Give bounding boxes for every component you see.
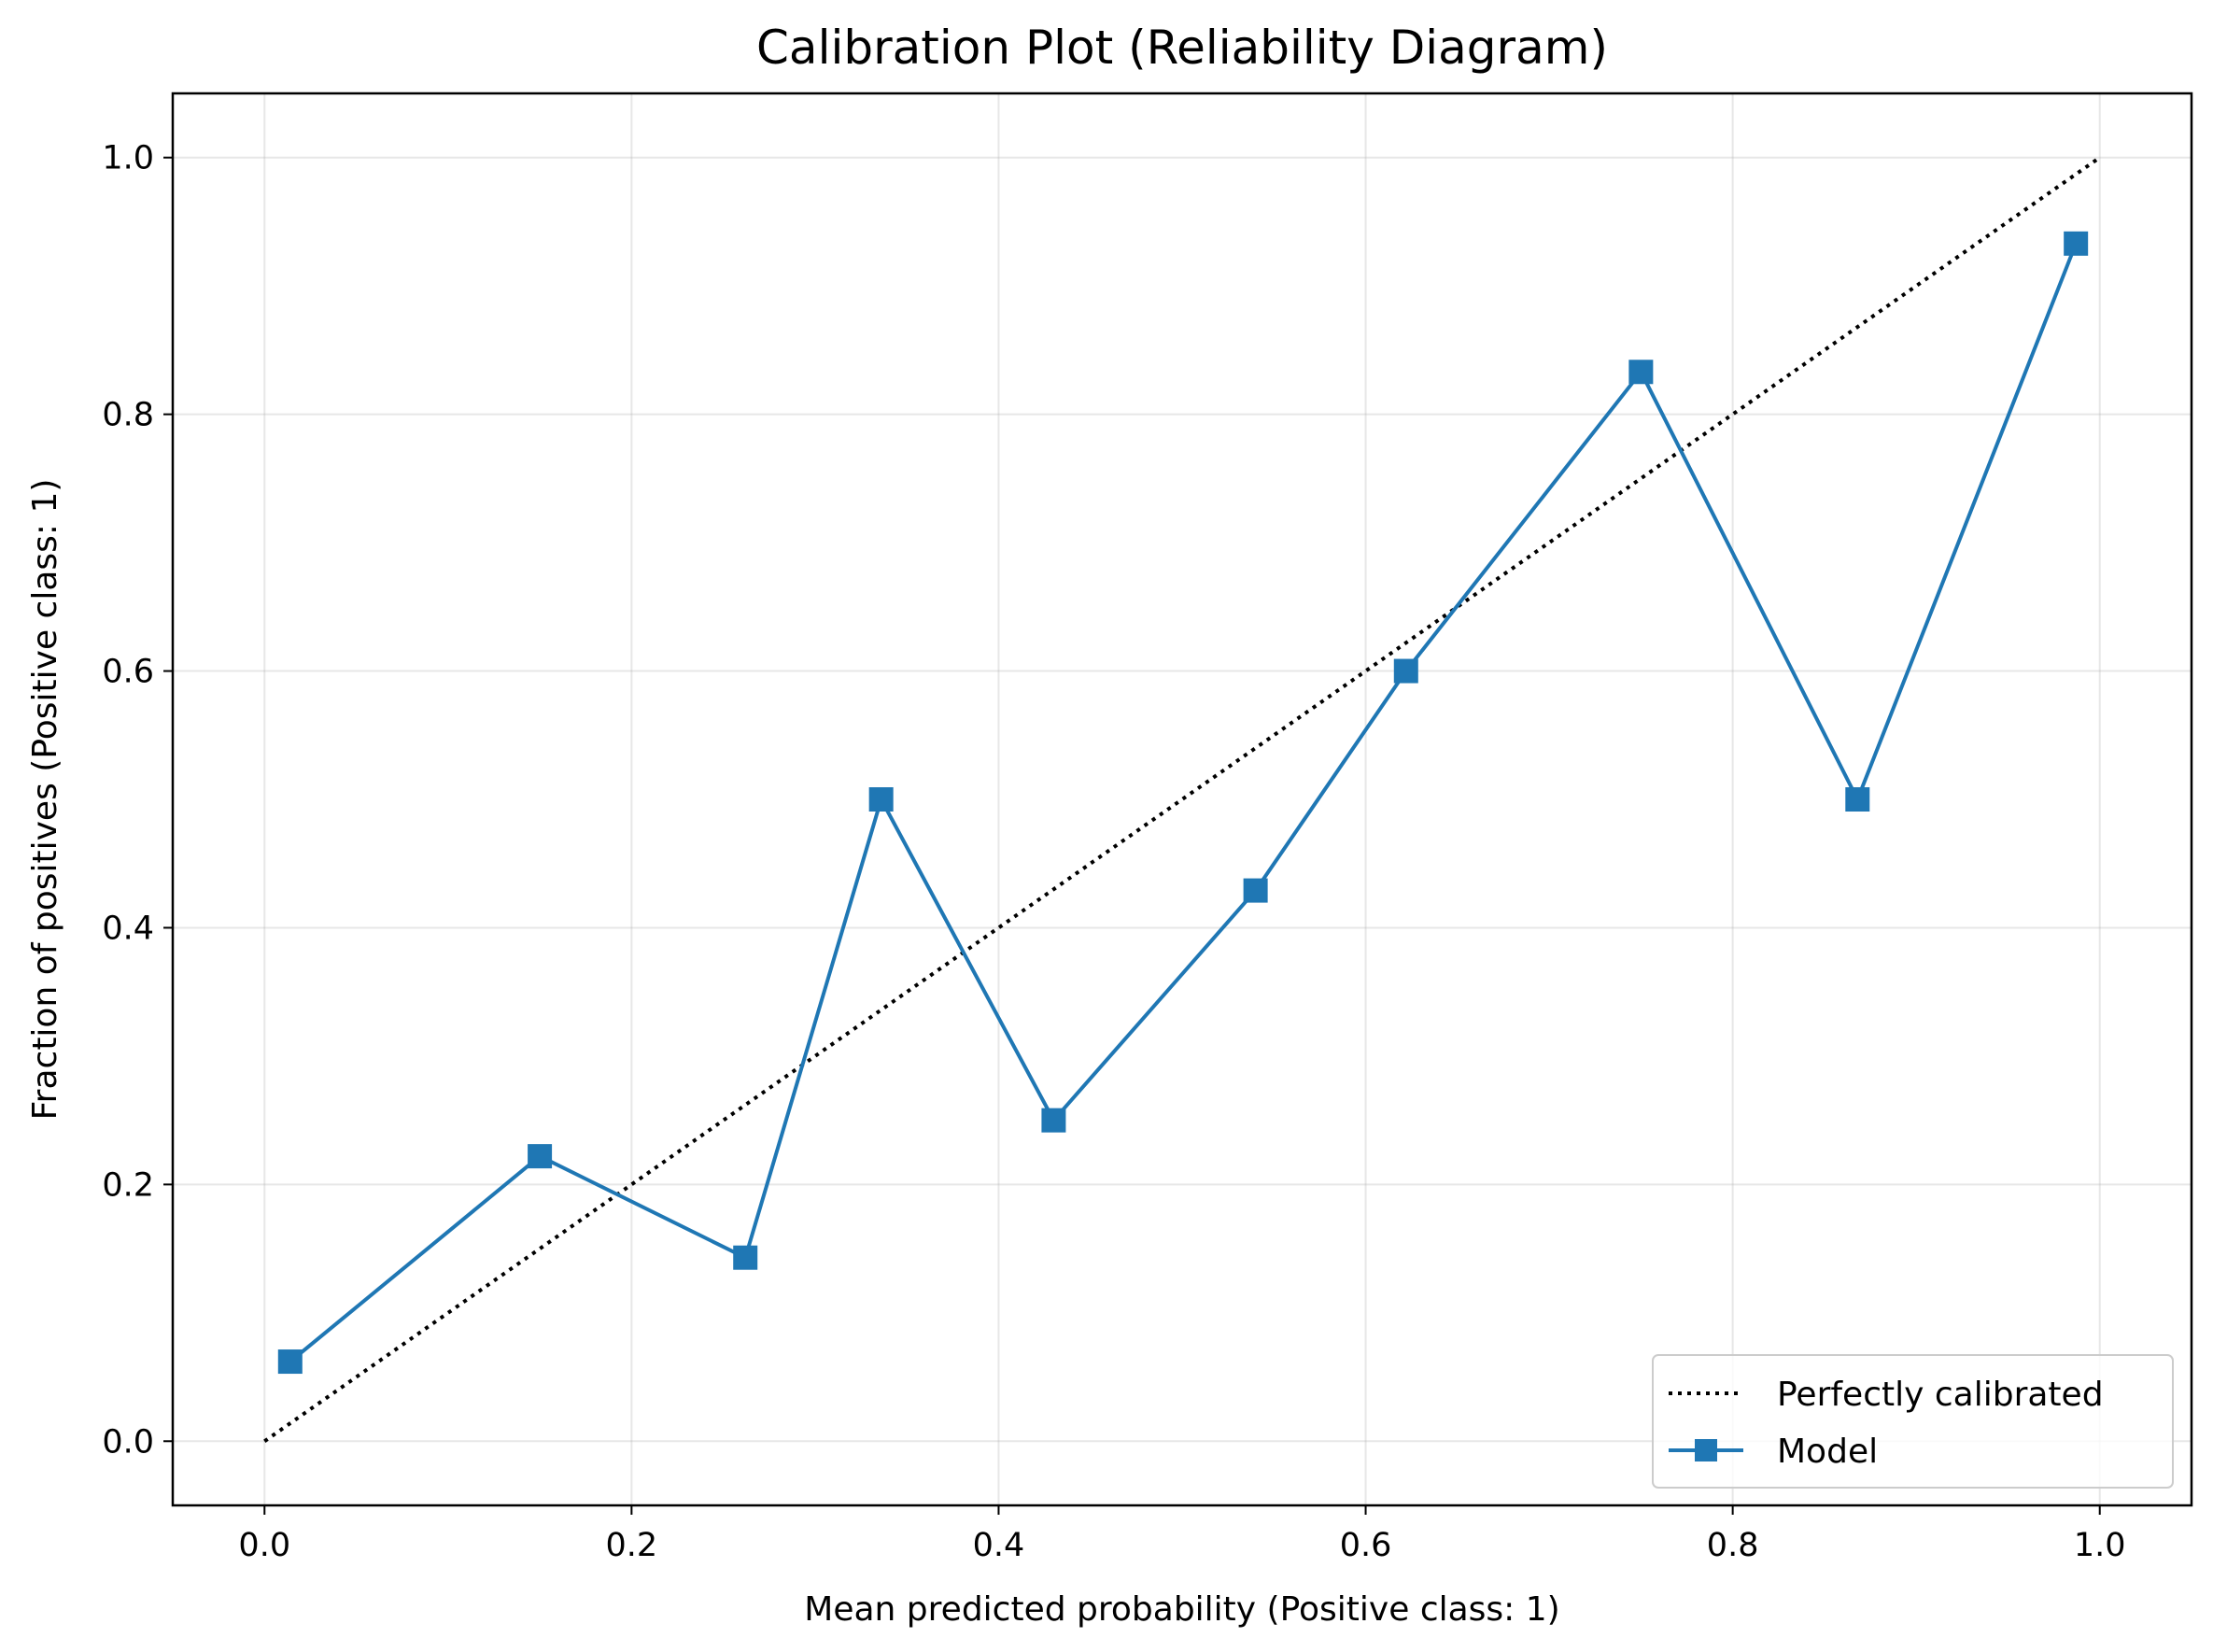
series-line-model — [289, 243, 2079, 1363]
x-tick-label: 0.6 — [1340, 1527, 1392, 1564]
plot-area-frame — [171, 92, 2193, 1507]
data-point-model — [1243, 878, 1268, 903]
data-point-model — [277, 1349, 303, 1375]
data-point-model — [1628, 360, 1654, 385]
ticks: 0.0 0.2 0.4 0.6 0.8 1.0 0.0 0.2 0.4 0.6 0.8 1.0 — [102, 140, 2125, 1564]
data-point-model — [528, 1144, 553, 1169]
legend-swatch-model-marker — [1695, 1439, 1717, 1461]
data-point-model — [1041, 1108, 1066, 1133]
data-point-model — [1845, 787, 1870, 812]
x-tick-label: 0.4 — [973, 1527, 1025, 1564]
legend-box — [1652, 1354, 2174, 1489]
x-tick-label: 0.0 — [238, 1527, 290, 1564]
data-point-model — [733, 1245, 758, 1270]
x-tick-label: 0.8 — [1707, 1527, 1759, 1564]
legend-label-model: Model — [1777, 1433, 1878, 1471]
x-axis-label: Mean predicted probability (Positive cla… — [804, 1590, 1559, 1629]
data-point-model — [1393, 658, 1418, 684]
y-axis-label: Fraction of positives (Positive class: 1… — [26, 479, 64, 1121]
y-tick-label: 0.4 — [102, 910, 154, 947]
series-layer — [263, 156, 2101, 1443]
x-tick-label: 1.0 — [2074, 1527, 2126, 1564]
legend: Perfectly calibrated Model — [1652, 1354, 2174, 1489]
y-tick-label: 0.2 — [102, 1166, 154, 1204]
y-tick-label: 0.0 — [102, 1423, 154, 1461]
y-tick-label: 0.8 — [102, 397, 154, 434]
y-tick-label: 0.6 — [102, 654, 154, 691]
legend-label-perfectly-calibrated: Perfectly calibrated — [1777, 1376, 2104, 1414]
x-tick-label: 0.2 — [606, 1527, 658, 1564]
y-tick-label: 1.0 — [102, 140, 154, 177]
data-point-model — [2064, 231, 2089, 256]
data-point-model — [868, 787, 894, 812]
chart-title: Calibration Plot (Reliability Diagram) — [756, 21, 1608, 75]
